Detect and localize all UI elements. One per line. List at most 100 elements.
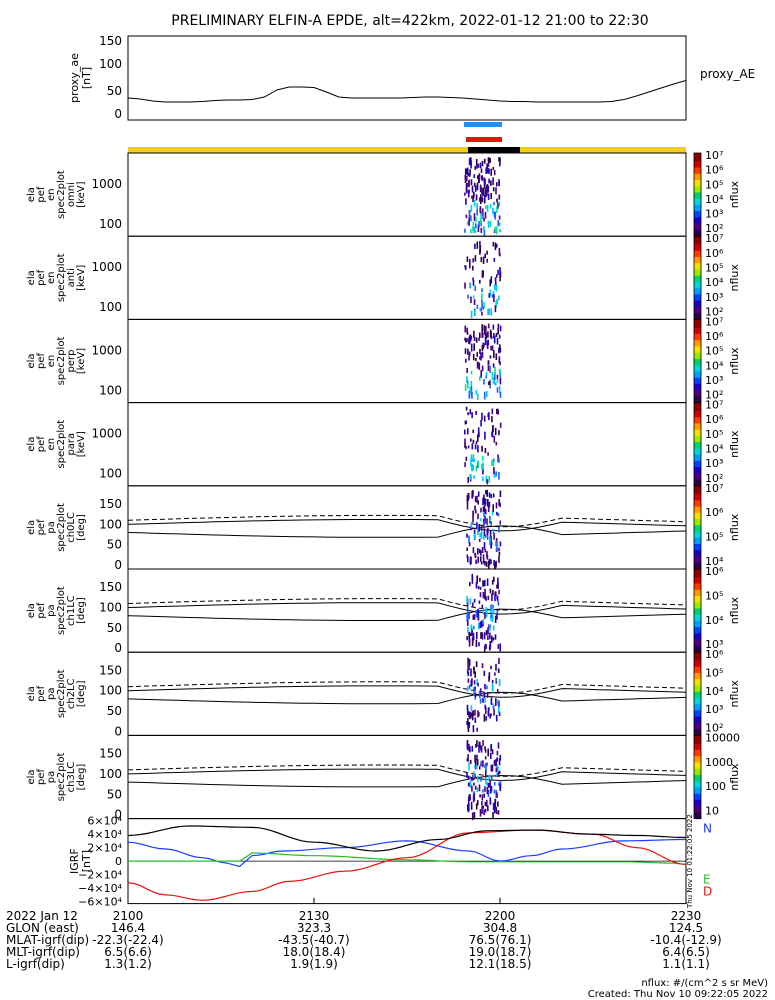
panel-ylabel: ch0LC (66, 512, 77, 543)
spectrogram-cell (471, 629, 473, 636)
colorbar-tick-label: 10⁶ (705, 247, 724, 260)
spectrogram-cell (480, 227, 483, 233)
colorbar-segment (694, 331, 701, 335)
spectrogram-cell (467, 661, 469, 669)
spectrogram-cell (473, 336, 476, 341)
spectrogram-cell (475, 465, 478, 472)
colorbar-segment (694, 677, 701, 680)
spectrogram-cell (483, 194, 486, 200)
spectrogram-cell (492, 812, 494, 819)
spectrogram-cell (464, 168, 467, 175)
spectrogram-cell (498, 499, 500, 506)
colorbar-segment (694, 760, 701, 763)
spectrogram-cell (477, 224, 480, 233)
spectrogram-cell (472, 221, 475, 226)
spectrogram-cell (494, 305, 497, 313)
colorbar-segment (694, 685, 701, 689)
spectrogram-cell (490, 559, 492, 564)
spectrogram-cell (479, 332, 481, 339)
spectrogram-cell (488, 558, 491, 566)
spectrogram-cell (495, 663, 497, 671)
spectrogram-cell (476, 495, 478, 503)
spectrogram-cell (476, 304, 479, 309)
spectrogram-cell (486, 258, 488, 263)
colorbar-segment (694, 281, 701, 285)
colorbar-segment (694, 460, 701, 464)
colorbar-segment (694, 783, 701, 786)
colorbar-segment (694, 153, 701, 156)
colorbar-segment (694, 556, 701, 560)
spectrogram-cell (497, 323, 500, 329)
spectrogram-cell (490, 345, 492, 351)
panel-ylabel: [keV] (76, 348, 87, 374)
colorbar-segment (694, 375, 701, 379)
igrf-tick-label: 0 (115, 855, 122, 868)
spectrogram-cell (493, 805, 496, 814)
spectrogram-cell (475, 758, 477, 765)
spectrogram-cell (492, 187, 495, 192)
spectrogram-cell (471, 443, 474, 450)
spectrogram-cell (486, 762, 488, 766)
spectrogram-cell (483, 793, 485, 798)
colorbar-segment (694, 702, 701, 705)
spectrogram-cell (470, 625, 472, 630)
panel-ylabel: pa (46, 688, 57, 700)
spectrogram-cell (487, 635, 489, 640)
spectrogram-cell (485, 762, 487, 771)
colorbar-segment (694, 329, 701, 333)
mlt-value: 6.4(6.5) (662, 945, 710, 959)
spectrogram-cell (467, 619, 469, 626)
spectrogram-cell (482, 592, 485, 599)
colorbar-segment (694, 209, 701, 212)
spectrogram-cell (499, 370, 501, 376)
spectrogram-cell (490, 752, 492, 759)
colorbar-segment (694, 670, 701, 674)
spectrogram-cell (498, 555, 500, 563)
colorbar-segment (694, 602, 701, 605)
spectrogram-cell (489, 158, 491, 163)
spectrogram-cell (484, 749, 487, 753)
spectrogram-cell (493, 258, 496, 262)
colorbar-segment (694, 404, 701, 408)
colorbar-segment (694, 361, 701, 364)
spectrogram-cell (484, 549, 487, 553)
spectrogram-cell (490, 604, 492, 612)
spectrogram-cell (498, 657, 500, 665)
spectrogram-cell (481, 208, 484, 216)
colorbar-segment (694, 731, 701, 734)
colorbar-segment (694, 444, 701, 447)
spectrogram-cell (496, 387, 499, 393)
spectrogram-cell (474, 230, 477, 234)
colorbar-segment (694, 581, 701, 585)
spectrogram-cell (473, 174, 476, 178)
spectrogram-cell (489, 220, 492, 228)
colorbar-segment (694, 431, 701, 435)
colorbar-segment (694, 296, 701, 300)
spectrogram-cell (470, 454, 473, 460)
colorbar-segment (694, 306, 701, 310)
spectrogram-cell (497, 220, 499, 227)
colorbar-segment (694, 812, 701, 815)
spectrogram-cell (467, 412, 469, 416)
spectrogram-cell (480, 175, 483, 180)
spectrogram-cell (498, 247, 501, 256)
colorbar-segment (694, 448, 701, 451)
spectrogram-cell (479, 532, 481, 538)
spectrogram-cell (472, 632, 475, 640)
spectrogram-cell (484, 697, 486, 703)
colorbar-segment (694, 333, 701, 337)
spectrogram-cell (467, 657, 469, 663)
panel-ylabel: ela (26, 686, 37, 701)
glon-value: 124.5 (669, 921, 703, 935)
spectrogram-cell (466, 686, 469, 692)
spectrogram-cell (484, 808, 487, 813)
colorbar-tick-label: 10² (705, 389, 723, 402)
status-bar-yellow (128, 147, 686, 153)
colorbar-segment (694, 450, 701, 454)
spectrogram-cell (488, 475, 490, 483)
spectrogram-cell (481, 365, 484, 372)
spectrogram-cell (498, 472, 500, 480)
colorbar-segment (694, 741, 701, 745)
spectrogram-cell (482, 697, 484, 703)
spectrogram-cell (490, 665, 492, 670)
